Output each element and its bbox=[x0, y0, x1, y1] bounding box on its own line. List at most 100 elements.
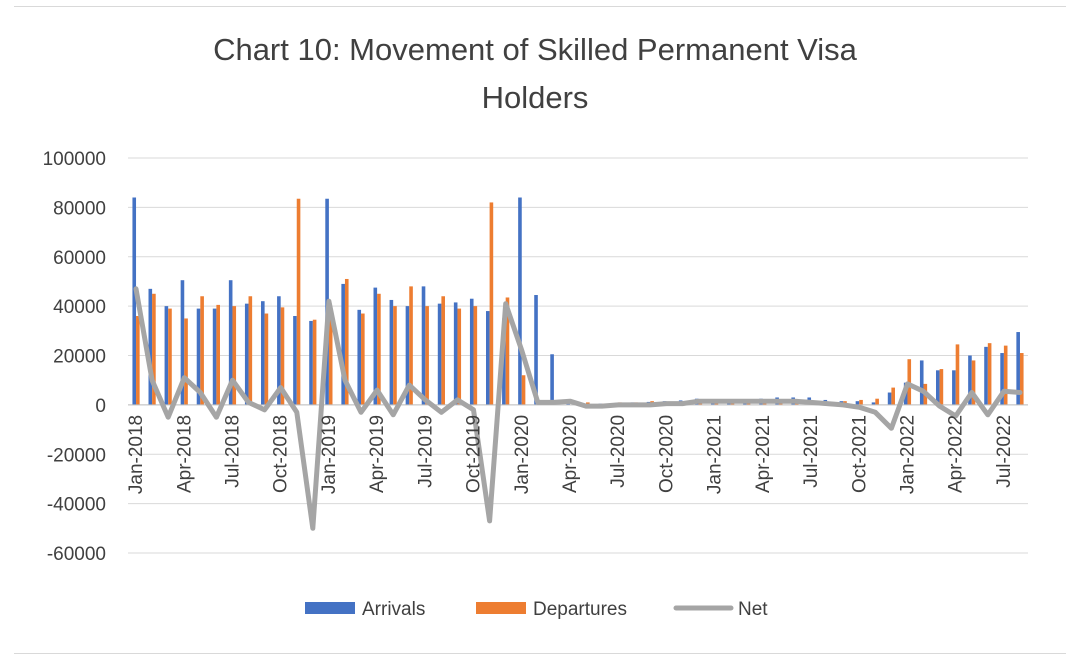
departures-bar bbox=[136, 316, 140, 405]
departures-bar bbox=[184, 318, 188, 405]
chart-title-line-2: Holders bbox=[482, 80, 589, 115]
y-tick-label: -40000 bbox=[47, 495, 106, 516]
departures-bar bbox=[377, 293, 381, 405]
arrivals-bar bbox=[261, 301, 265, 405]
arrivals-bar bbox=[212, 308, 217, 405]
x-tick-label: Jul-2020 bbox=[608, 415, 629, 488]
x-tick-label: Jul-2018 bbox=[222, 415, 243, 488]
arrivals-bar bbox=[357, 309, 362, 405]
arrivals-bar bbox=[132, 197, 137, 405]
arrivals-bar bbox=[180, 280, 185, 405]
arrivals-bar bbox=[534, 295, 538, 405]
departures-bar bbox=[473, 306, 478, 405]
x-tick-label: Oct-2019 bbox=[464, 415, 485, 493]
arrivals-bar bbox=[919, 360, 924, 405]
legend: Arrivals Departures Net bbox=[305, 599, 768, 620]
y-tick-label: 0 bbox=[95, 396, 106, 417]
departures-bar bbox=[987, 343, 992, 405]
x-tick-label: Oct-2018 bbox=[271, 415, 292, 493]
arrivals-bar bbox=[293, 316, 297, 405]
y-tick-label: 40000 bbox=[53, 297, 106, 318]
departures-bar bbox=[409, 286, 413, 405]
departures-bar bbox=[441, 296, 445, 405]
departures-bar bbox=[168, 308, 172, 405]
departures-bar bbox=[939, 369, 944, 405]
y-tick-label: 100000 bbox=[43, 149, 106, 170]
legend-swatch-arrivals bbox=[305, 602, 355, 614]
y-tick-label: -20000 bbox=[47, 445, 106, 466]
arrivals-bar bbox=[148, 288, 153, 405]
departures-bar bbox=[457, 308, 462, 405]
y-axis-ticks: 100000 80000 60000 40000 20000 0 -20000 -40000 -… bbox=[43, 149, 106, 565]
arrivals-bar bbox=[244, 303, 249, 405]
chart-frame bbox=[14, 6, 1066, 654]
arrivals-bar bbox=[453, 302, 458, 405]
arrivals-bar bbox=[164, 306, 169, 405]
arrivals-bar bbox=[405, 306, 410, 405]
departures-bar bbox=[312, 319, 317, 405]
departures-bar bbox=[955, 344, 960, 405]
arrivals-bar bbox=[887, 392, 892, 405]
legend-label-net: Net bbox=[738, 599, 768, 620]
x-tick-label: Apr-2019 bbox=[367, 415, 388, 493]
x-tick-label: Apr-2020 bbox=[560, 415, 581, 493]
x-tick-label: Jan-2020 bbox=[512, 415, 533, 494]
departures-bar bbox=[216, 304, 220, 405]
arrivals-bar bbox=[1016, 332, 1020, 405]
departures-bar bbox=[296, 198, 301, 405]
net-series-line bbox=[133, 286, 1023, 531]
x-tick-label: Jan-2022 bbox=[897, 415, 918, 494]
arrivals-bar bbox=[437, 303, 442, 405]
arrivals-bar bbox=[309, 320, 313, 405]
arrivals-bar bbox=[566, 403, 570, 405]
arrivals-bar bbox=[871, 402, 876, 405]
arrivals-bar bbox=[550, 354, 554, 405]
departures-bar bbox=[152, 293, 156, 405]
arrivals-bar bbox=[1000, 353, 1004, 405]
arrivals-bar bbox=[421, 286, 426, 405]
x-tick-label: Oct-2020 bbox=[656, 415, 677, 493]
x-tick-label: Jul-2019 bbox=[415, 415, 436, 488]
x-tick-label: Jan-2018 bbox=[126, 415, 147, 494]
arrivals-bar bbox=[518, 197, 522, 405]
legend-label-arrivals: Arrivals bbox=[362, 599, 425, 620]
arrivals-bar bbox=[228, 280, 233, 405]
arrivals-bar bbox=[984, 346, 988, 405]
x-axis-ticks: Jan-2018 Apr-2018 Jul-2018 Oct-2018 Jan-2019… bbox=[126, 415, 1015, 494]
arrivals-bar bbox=[277, 296, 281, 405]
arrivals-bar bbox=[936, 370, 940, 405]
arrivals-bar bbox=[469, 298, 474, 405]
arrivals-bar bbox=[341, 283, 345, 405]
departures-bar bbox=[200, 296, 204, 405]
departures-bar bbox=[859, 399, 863, 405]
departures-bar bbox=[505, 297, 510, 405]
departures-bar bbox=[1019, 353, 1024, 405]
x-tick-label: Jan-2021 bbox=[705, 415, 726, 494]
x-tick-label: Oct-2021 bbox=[849, 415, 870, 493]
arrivals-bar bbox=[196, 308, 201, 405]
departures-bar bbox=[393, 306, 397, 405]
x-tick-label: Jul-2022 bbox=[994, 415, 1015, 488]
chart-title-line-1: Chart 10: Movement of Skilled Permanent … bbox=[213, 32, 858, 67]
bars bbox=[128, 197, 1028, 406]
departures-bar bbox=[344, 278, 349, 405]
x-tick-label: Jan-2019 bbox=[319, 415, 340, 494]
departures-bar bbox=[1003, 345, 1008, 405]
departures-bar bbox=[875, 398, 879, 405]
departures-bar bbox=[280, 307, 285, 405]
departures-bar bbox=[328, 317, 333, 405]
y-tick-label: 60000 bbox=[53, 248, 106, 269]
departures-bar bbox=[264, 313, 269, 405]
departures-bar bbox=[521, 375, 526, 405]
arrivals-bar bbox=[855, 401, 860, 405]
arrivals-bar bbox=[968, 355, 972, 405]
departures-bar bbox=[489, 202, 494, 405]
legend-swatch-departures bbox=[476, 602, 526, 614]
departures-bar bbox=[971, 360, 976, 405]
net-line bbox=[133, 286, 1023, 531]
x-tick-label: Apr-2022 bbox=[946, 415, 967, 493]
x-tick-label: Jul-2021 bbox=[801, 415, 822, 488]
y-tick-label: 80000 bbox=[53, 198, 106, 219]
arrivals-bar bbox=[373, 287, 378, 405]
